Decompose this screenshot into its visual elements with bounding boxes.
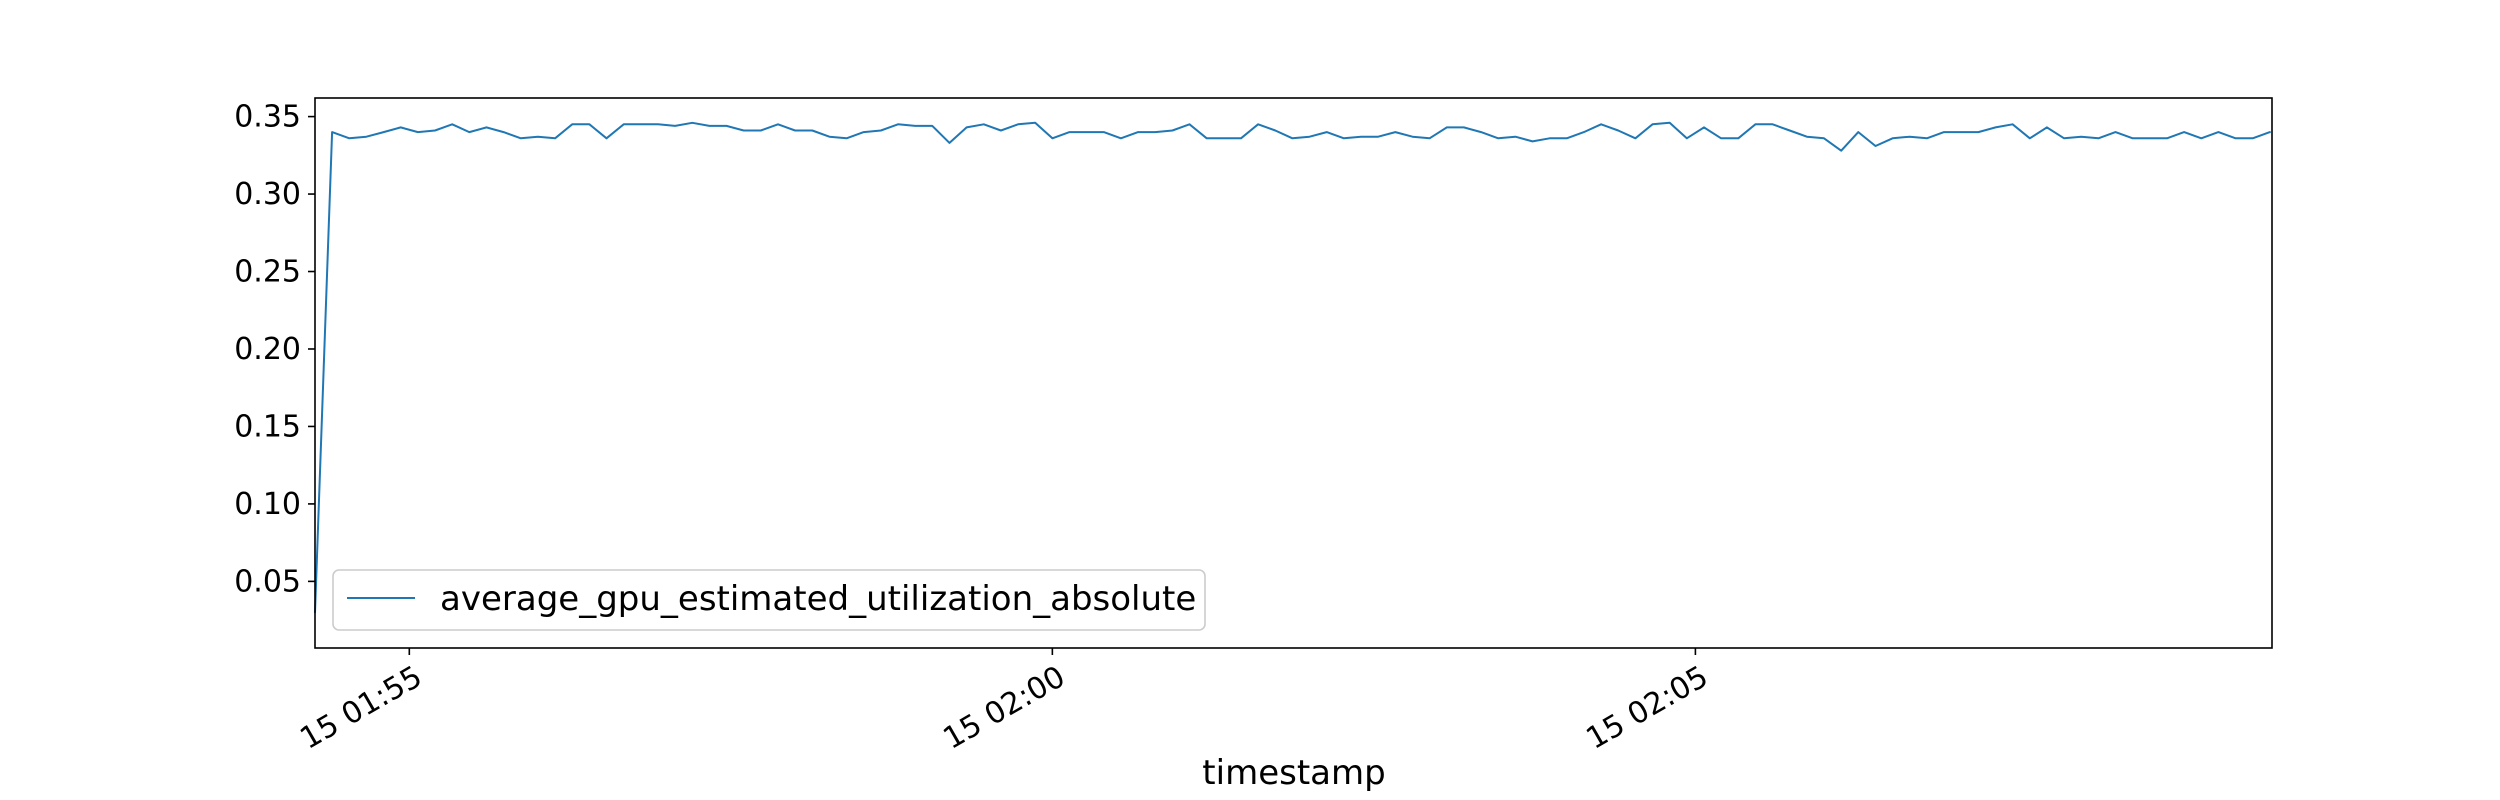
y-tick-label: 0.25 [234,255,301,290]
y-tick-label: 0.35 [234,100,301,135]
y-tick-label: 0.20 [234,332,301,367]
legend-label: average_gpu_estimated_utilization_absolu… [440,579,1196,619]
y-tick-label: 0.15 [234,409,301,444]
y-tick-label: 0.10 [234,487,301,522]
y-tick-label: 0.30 [234,177,301,212]
series-line-average-gpu-estimated-utilization-absolute [314,121,2271,614]
legend-box [332,569,1206,631]
x-axis-title: timestamp [1202,753,1385,793]
y-axis-ticks: 0.05 0.10 0.15 0.20 0.25 0.30 0.35 [234,100,315,599]
legend: average_gpu_estimated_utilization_absolu… [332,569,1206,631]
y-tick-label: 0.05 [234,564,301,599]
plot-area-frame [314,97,2273,649]
